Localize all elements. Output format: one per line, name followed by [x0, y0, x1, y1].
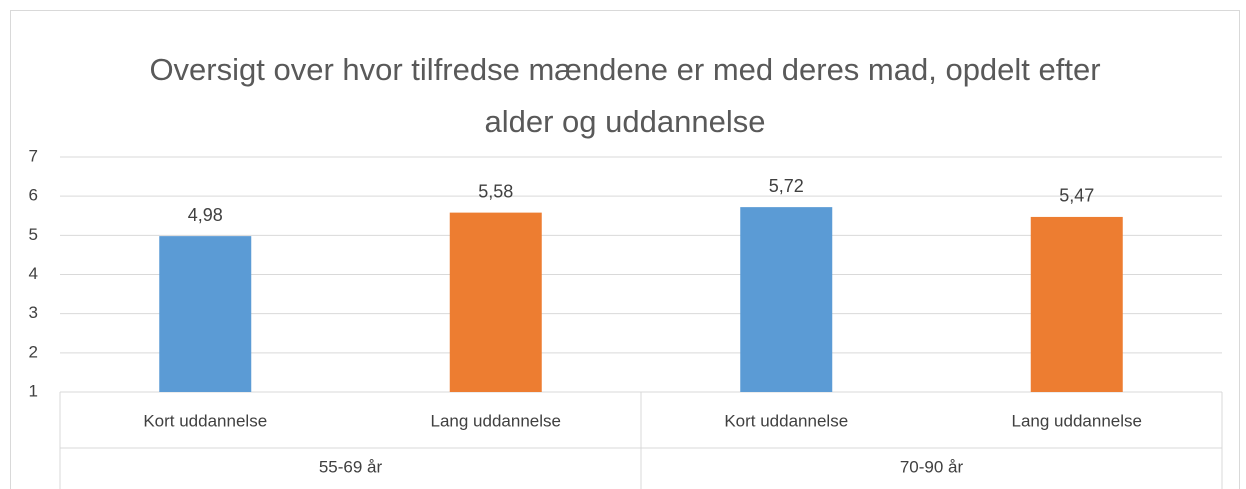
bar: [740, 207, 833, 392]
y-tick-label: 2: [29, 342, 38, 361]
bar: [1030, 216, 1123, 392]
chart-border: [10, 10, 1240, 489]
x-tick-label: Lang uddannelse: [431, 411, 561, 430]
data-label: 5,72: [769, 176, 804, 196]
data-label: 5,47: [1059, 186, 1094, 206]
data-label: 5,58: [478, 181, 513, 201]
y-tick-label: 7: [29, 146, 38, 165]
group-label: 70-90 år: [900, 457, 964, 476]
data-label: 4,98: [188, 205, 223, 225]
chart-title: Oversigt over hvor tilfredse mændene er …: [149, 52, 1101, 139]
y-tick-label: 1: [29, 381, 38, 400]
bar: [159, 236, 252, 392]
group-label: 55-69 år: [319, 457, 383, 476]
x-tick-label: Kort uddannelse: [724, 411, 848, 430]
x-tick-label: Lang uddannelse: [1012, 411, 1142, 430]
y-tick-label: 3: [29, 303, 38, 322]
y-tick-label: 6: [29, 186, 38, 205]
y-tick-label: 4: [29, 264, 38, 283]
y-tick-label: 5: [29, 225, 38, 244]
bar: [449, 212, 542, 392]
x-tick-label: Kort uddannelse: [143, 411, 267, 430]
